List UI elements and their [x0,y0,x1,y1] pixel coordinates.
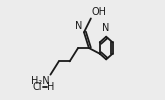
Text: H₂N: H₂N [31,76,50,86]
Text: N: N [102,23,110,33]
Text: N: N [75,21,82,31]
Text: OH: OH [91,8,106,18]
Text: Cl: Cl [33,82,42,93]
Text: H: H [47,82,55,93]
